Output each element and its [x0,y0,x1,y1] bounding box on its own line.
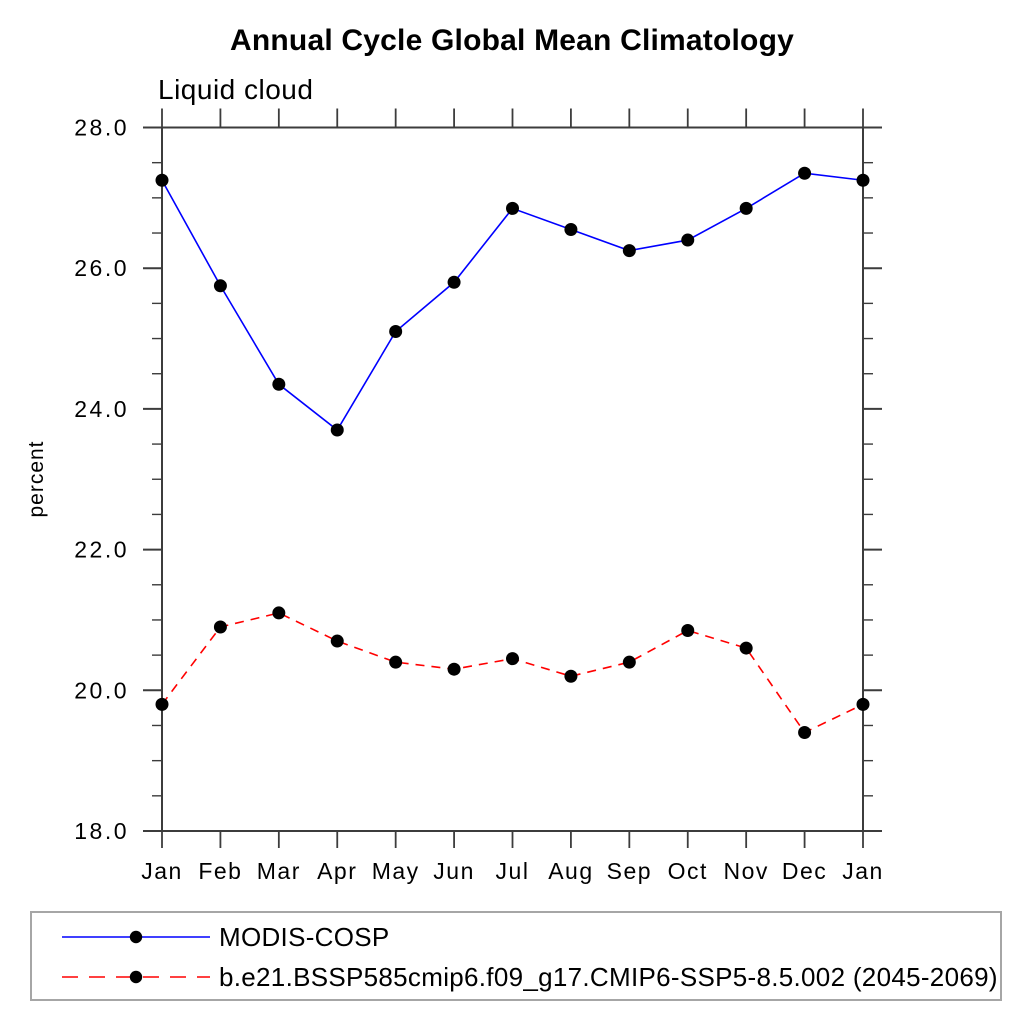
y-tick-label: 26.0 [74,255,129,281]
x-tick-label: Aug [548,858,593,884]
data-point [506,652,519,666]
x-tick-label: Jun [433,858,475,884]
plot-frame [161,126,864,832]
data-point [330,634,344,648]
data-point [389,325,403,339]
data-point [155,697,169,711]
legend-marker-icon [129,970,143,984]
legend-label-modis-cosp: MODIS-COSP [219,921,390,952]
data-point [622,655,636,669]
data-point [272,377,286,391]
legend-label-cmip6-ssp5: b.e21.BSSP585cmip6.f09_g17.CMIP6-SSP5-8.… [219,961,998,992]
data-point [330,423,344,437]
data-point [389,655,403,669]
legend-item-modis-cosp: MODIS-COSP [32,917,390,957]
data-point [739,201,753,215]
x-tick-label: May [372,858,420,884]
data-point [856,697,870,711]
x-tick-label: Apr [317,858,357,884]
x-tick-label: Jan [842,858,884,884]
data-point [739,641,753,655]
x-tick-label: Nov [723,858,768,884]
data-point [798,166,812,180]
legend-marker-icon [129,930,143,944]
data-point [272,606,286,620]
data-point [681,624,695,638]
y-tick-label: 20.0 [74,677,129,703]
chart-title: Annual Cycle Global Mean Climatology [230,24,794,57]
x-tick-label: Jan [141,858,183,884]
data-point [213,279,227,293]
data-point [856,173,870,187]
data-point [155,173,169,187]
x-tick-label: Dec [782,858,827,884]
x-tick-label: Sep [607,858,652,884]
data-point [622,244,636,258]
data-point [798,726,812,740]
legend-sample-solid [62,930,210,944]
x-tick-label: Jul [496,858,530,884]
legend-item-cmip6-ssp5: b.e21.BSSP585cmip6.f09_g17.CMIP6-SSP5-8.… [32,957,998,997]
data-point [447,662,461,676]
data-point [564,669,578,683]
y-tick-label: 24.0 [74,396,129,422]
legend: MODIS-COSP b.e21.BSSP585cmip6.f09_g17.CM… [30,911,1002,1001]
x-tick-label: Feb [198,858,242,884]
data-point [506,201,519,215]
legend-sample-dashed [62,970,210,984]
x-tick-label: Mar [257,858,301,884]
data-point [447,275,461,289]
y-tick-label: 22.0 [74,537,129,563]
chart-subtitle: Liquid cloud [158,74,314,105]
data-point [213,620,227,634]
y-tick-label: 18.0 [74,818,129,844]
y-tick-label: 28.0 [74,115,129,141]
data-point [681,233,695,247]
x-tick-label: Oct [668,858,708,884]
series-line-1 [161,612,864,734]
data-point [564,223,578,237]
